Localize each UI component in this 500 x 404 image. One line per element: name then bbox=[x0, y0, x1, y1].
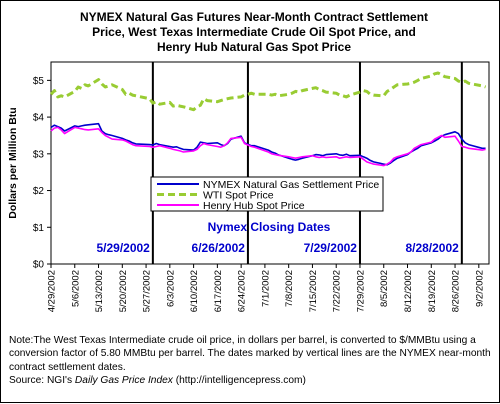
source-line: Source: NGI's Daily Gas Price Index (htt… bbox=[9, 374, 497, 387]
title-line-3: Henry Hub Natural Gas Spot Price bbox=[157, 40, 351, 54]
title-line-2: Price, West Texas Intermediate Crude Oil… bbox=[92, 25, 416, 39]
footnote: Note:The West Texas Intermediate crude o… bbox=[9, 334, 497, 388]
closing-dates-label: Nymex Closing Dates bbox=[208, 220, 331, 234]
y-tick-label: $2 bbox=[33, 186, 45, 197]
x-tick-label: 8/12/2002 bbox=[403, 270, 414, 312]
y-tick-label: $1 bbox=[33, 223, 45, 234]
settlement-date-label: 8/28/2002 bbox=[405, 241, 459, 255]
x-tick-label: 5/13/2002 bbox=[94, 270, 105, 312]
legend: NYMEX Natural Gas Settlement Price WTI S… bbox=[150, 176, 384, 212]
x-tick-label: 5/27/2002 bbox=[142, 270, 153, 312]
x-tick-label: 7/29/2002 bbox=[355, 270, 366, 312]
series-line-wti-spot-price bbox=[49, 71, 487, 112]
x-tick-label: 8/26/2002 bbox=[451, 270, 462, 312]
x-tick-label: 4/29/2002 bbox=[47, 270, 58, 312]
legend-label-henry-hub: Henry Hub Spot Price bbox=[203, 200, 305, 212]
y-tick-label: $5 bbox=[33, 76, 45, 87]
source-prefix: Source: NGI's bbox=[9, 375, 75, 387]
x-tick-label: 6/24/2002 bbox=[237, 270, 248, 312]
x-tick-label: 8/19/2002 bbox=[427, 270, 438, 312]
settlement-date-label: 6/26/2002 bbox=[192, 241, 246, 255]
plot-area: $0 $1 $2 $3 $4 $5 4/29/2002 5/6/2002 5/13/2002 5/… bbox=[33, 61, 490, 312]
x-tick-label: 7/1/2002 bbox=[260, 270, 271, 307]
legend-label-nymex: NYMEX Natural Gas Settlement Price bbox=[203, 179, 379, 191]
legend-label-wti: WTI Spot Price bbox=[203, 190, 274, 202]
x-tick-label: 6/3/2002 bbox=[165, 270, 176, 307]
settlement-date-label: 7/29/2002 bbox=[304, 241, 358, 255]
x-tick-label: 7/8/2002 bbox=[284, 270, 295, 307]
x-tick-label: 6/17/2002 bbox=[213, 270, 224, 312]
note-text: Note:The West Texas Intermediate crude o… bbox=[9, 335, 491, 373]
x-tick-label: 7/15/2002 bbox=[308, 270, 319, 312]
x-tick-label: 8/5/2002 bbox=[379, 270, 390, 307]
y-tick-label: $3 bbox=[33, 149, 45, 160]
x-tick-label: 5/20/2002 bbox=[118, 270, 129, 312]
settlement-date-label: 5/29/2002 bbox=[96, 241, 150, 255]
title-line-1: NYMEX Natural Gas Futures Near-Month Con… bbox=[80, 10, 428, 24]
source-italic: Daily Gas Price Index bbox=[74, 375, 173, 387]
x-tick-label: 7/22/2002 bbox=[332, 270, 343, 312]
y-tick-label: $0 bbox=[33, 260, 45, 271]
chart-title: NYMEX Natural Gas Futures Near-Month Con… bbox=[80, 10, 428, 54]
x-tick-label: 5/6/2002 bbox=[70, 270, 81, 307]
x-tick-label: 9/2/2002 bbox=[474, 270, 485, 307]
series-line-henry-hub-spot-price bbox=[50, 126, 486, 167]
x-tick-label: 6/10/2002 bbox=[189, 270, 200, 312]
y-axis-label: Dollars per Million Btu bbox=[7, 107, 19, 218]
source-suffix: (http://intelligencepress.com) bbox=[172, 375, 306, 387]
y-tick-label: $4 bbox=[33, 113, 45, 124]
